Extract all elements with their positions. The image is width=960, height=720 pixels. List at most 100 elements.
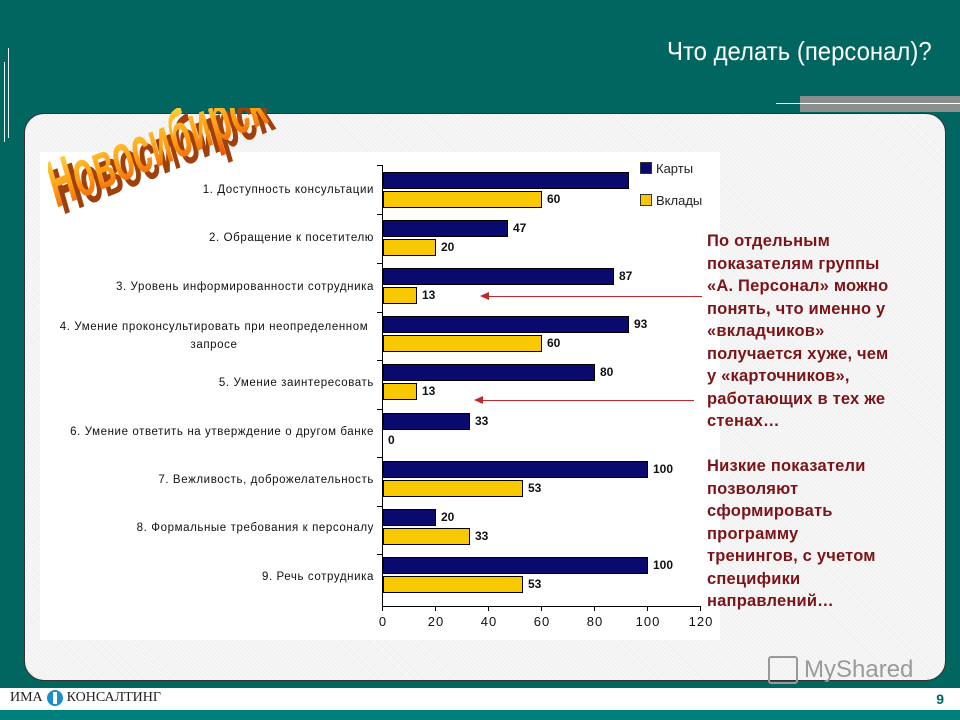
bar-value-label: 20 <box>441 510 455 524</box>
x-tick <box>435 606 436 611</box>
category-label: 2. Обращение к посетителю <box>209 232 374 244</box>
bar-cards <box>383 509 436 526</box>
note-line: показателям группы <box>707 254 880 273</box>
y-tick <box>377 312 382 313</box>
bar-cards <box>383 364 595 381</box>
category-label: 4. Умение проконсультировать при неопред… <box>59 321 369 351</box>
x-tick <box>594 606 595 611</box>
x-tick-label: 100 <box>635 614 661 629</box>
bar-value-label: 93 <box>634 317 648 331</box>
bar-cards <box>383 461 648 478</box>
bar-deposits <box>383 239 436 256</box>
note-line: По отдельным <box>707 232 830 250</box>
x-tick-label: 80 <box>586 614 604 629</box>
logo-text-right: КОНСАЛТИНГ <box>66 690 161 705</box>
bar-cards <box>383 220 508 237</box>
note-line: работающих в тех же <box>707 389 886 408</box>
bar-deposits <box>383 287 417 304</box>
x-tick-label: 0 <box>378 614 388 629</box>
note-line: у «карточников», <box>707 367 850 385</box>
legend-item-deposits: Вклады <box>640 190 702 210</box>
bar-value-label: 100 <box>653 462 674 476</box>
note-paragraph-1: По отдельным показателям группы «А. Персон… <box>707 230 888 433</box>
legend-label-deposits: Вклады <box>656 192 703 208</box>
category-label: 3. Уровень информированности сотрудника <box>115 281 374 293</box>
bar-value-label: 47 <box>513 221 527 235</box>
bar-cards <box>383 316 629 333</box>
bar-value-label: 100 <box>653 558 674 572</box>
x-tick-label: 40 <box>480 614 498 629</box>
x-tick-label: 20 <box>427 614 445 629</box>
x-tick-label: 120 <box>688 614 714 629</box>
x-tick <box>488 606 489 611</box>
y-axis <box>382 165 383 607</box>
legend-swatch-cards <box>640 162 652 174</box>
company-logo: ИМА КОНСАЛТИНГ <box>10 690 161 706</box>
note-line: получается хуже, чем <box>707 344 889 363</box>
y-tick <box>377 165 382 166</box>
bar-value-label: 13 <box>422 384 436 398</box>
y-tick <box>377 214 382 215</box>
y-tick <box>377 554 382 555</box>
x-tick <box>647 606 648 611</box>
city-wordart-text: Новосибирск <box>48 108 274 218</box>
x-tick <box>382 606 383 611</box>
bar-value-label: 20 <box>441 240 455 254</box>
decor-bar <box>800 96 960 112</box>
bar-deposits <box>383 528 470 545</box>
bar-cards <box>383 172 629 189</box>
logo-text-left: ИМА <box>10 690 43 705</box>
decor-line <box>776 103 960 104</box>
note-line: «А. Персонал» можно <box>707 277 889 295</box>
y-tick <box>377 409 382 410</box>
bar-deposits <box>383 576 523 593</box>
note-line: программу <box>707 524 799 543</box>
note-paragraph-2: Низкие показатели позволяют сформировать пр… <box>707 455 876 613</box>
footer: ИМА КОНСАЛТИНГ 9 <box>0 688 960 710</box>
y-tick <box>377 263 382 264</box>
x-tick <box>541 606 542 611</box>
x-tick-label: 60 <box>533 614 551 629</box>
bar-value-label: 0 <box>388 433 395 447</box>
bar-value-label: 33 <box>475 529 489 543</box>
decor-line <box>4 62 5 142</box>
bar-cards <box>383 268 614 285</box>
annotation-arrow <box>480 292 702 300</box>
page-number: 9 <box>936 691 944 707</box>
note-line: сформировать <box>707 502 833 520</box>
bar-deposits <box>383 191 542 208</box>
category-label: 9. Речь сотрудника <box>261 571 374 583</box>
chart-icon <box>768 656 798 684</box>
legend-item-cards: Карты <box>640 158 702 178</box>
note-line: понять, что именно у <box>707 299 886 318</box>
note-line: направлений… <box>707 592 834 610</box>
bar-value-label: 87 <box>619 269 633 283</box>
decor-line <box>8 48 9 138</box>
bar-deposits <box>383 383 417 400</box>
city-wordart: Новосибирск Новосибирск <box>48 108 281 218</box>
category-label: 6. Умение ответить на утверждение о друг… <box>70 426 374 438</box>
category-label: 7. Вежливость, доброжелательность <box>158 474 374 486</box>
bar-cards <box>383 413 470 430</box>
y-tick <box>377 506 382 507</box>
watermark: MyShared <box>768 656 913 684</box>
note-line: «вкладчиков» <box>707 322 825 340</box>
bar-value-label: 53 <box>528 481 542 495</box>
legend-label-cards: Карты <box>656 160 694 176</box>
bar-value-label: 60 <box>547 192 561 206</box>
y-tick <box>377 457 382 458</box>
note-line: Низкие показатели <box>707 457 866 475</box>
slide-title: Что делать (персонал)? <box>667 36 932 66</box>
bar-value-label: 33 <box>475 414 489 428</box>
bar-value-label: 53 <box>528 577 542 591</box>
category-label: 1. Доступность консультации <box>202 184 374 196</box>
chart-legend: Карты Вклады <box>640 158 702 222</box>
legend-swatch-deposits <box>640 194 652 206</box>
note-line: позволяют <box>707 479 799 498</box>
annotation-arrow <box>474 396 694 404</box>
bar-value-label: 80 <box>600 365 614 379</box>
category-label: 8. Формальные требования к персоналу <box>136 522 374 534</box>
logo-mark-icon <box>46 690 63 706</box>
bar-cards <box>383 557 648 574</box>
bar-value-label: 60 <box>547 336 561 350</box>
